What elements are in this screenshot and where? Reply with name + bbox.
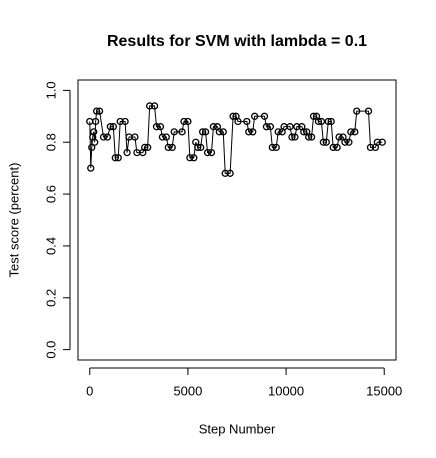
point [209,123,218,131]
point [150,102,159,110]
x-tick-label: 5000 [173,383,202,398]
point [347,128,355,136]
y-axis-label: Test score (percent) [6,163,21,278]
point [307,133,316,141]
point [291,133,299,141]
point [178,128,186,136]
point [364,107,373,115]
y-tick-label: 0.8 [43,133,58,151]
point [103,133,112,141]
point [317,117,326,126]
point [184,117,192,126]
point [92,107,101,115]
point [121,117,129,126]
point [319,138,328,146]
point [186,154,194,162]
point [378,138,386,146]
point [87,164,95,172]
point [226,169,234,177]
point [170,128,178,136]
point [194,143,202,152]
point [198,128,207,136]
point [373,138,382,146]
point [272,143,280,152]
point [109,123,117,131]
point [262,123,271,131]
point [366,143,375,152]
point [152,123,161,131]
point [141,143,149,152]
point [221,169,229,177]
point [99,133,108,141]
point [351,128,359,136]
point [293,123,301,131]
point [324,117,332,126]
y-tick-label: 0.4 [43,237,58,255]
y-tick-label: 1.0 [43,81,58,99]
point [106,123,115,131]
point [207,148,216,157]
point [95,107,104,115]
point [268,143,276,152]
point [219,128,227,136]
point [201,128,210,136]
point [158,133,167,141]
point [309,112,318,120]
x-tick-label: 10000 [268,383,304,398]
point [229,112,237,120]
point [304,133,313,141]
y-tick-label: 0.0 [43,341,58,359]
point [266,123,275,131]
point [131,133,139,141]
point [249,128,257,136]
point [245,128,253,136]
point [114,154,122,162]
point [116,117,124,126]
point [162,133,170,141]
point [329,143,337,152]
plot-box [77,79,397,361]
point [111,154,119,162]
point [145,102,154,110]
point [286,123,294,131]
point [197,143,205,152]
point [144,143,152,152]
point [243,117,251,126]
point [92,117,100,126]
point [203,148,212,157]
point [215,128,223,136]
point [168,143,176,152]
point [123,148,131,157]
point [353,107,361,115]
point [345,138,353,146]
x-tick-label: 0 [86,383,93,398]
point [327,117,335,126]
point [180,117,188,126]
point [322,138,330,146]
point [333,143,341,152]
point [164,143,172,152]
point [90,128,98,136]
point [288,133,296,141]
x-tick-label: 15000 [366,383,402,398]
point [274,128,282,136]
y-tick-label: 0.2 [43,289,58,307]
point [156,123,165,131]
point [91,138,99,146]
point [234,117,242,126]
chart-title: Results for SVM with lambda = 0.1 [107,33,367,50]
point [88,143,96,152]
point [314,117,323,126]
point [251,112,259,120]
x-axis-label: Step Number [199,421,276,436]
y-tick-label: 0.6 [43,185,58,203]
point [260,112,269,120]
point [341,138,349,146]
point [190,154,198,162]
point [300,128,308,136]
point [335,133,343,141]
